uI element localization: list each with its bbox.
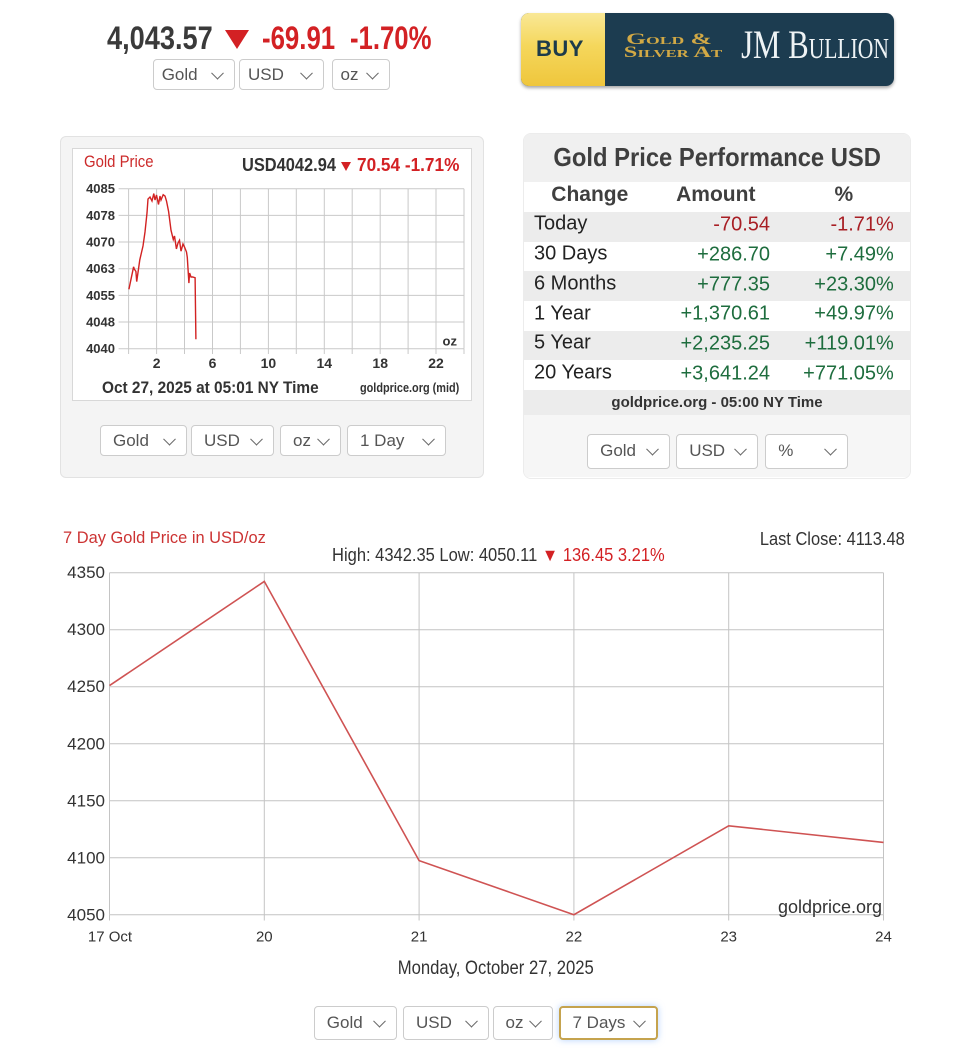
svg-text:4300: 4300 — [67, 620, 105, 639]
svg-text:2: 2 — [152, 355, 160, 371]
svg-text:4100: 4100 — [67, 848, 105, 867]
svg-text:14: 14 — [316, 355, 332, 371]
svg-text:4200: 4200 — [67, 734, 105, 753]
svg-text:21: 21 — [411, 929, 428, 946]
svg-text:oz: oz — [442, 334, 457, 349]
svg-text:4070: 4070 — [86, 235, 115, 250]
svg-text:24: 24 — [875, 929, 892, 946]
svg-text:4048: 4048 — [86, 315, 115, 330]
svg-text:goldprice.org: goldprice.org — [778, 897, 882, 917]
svg-text:20: 20 — [256, 929, 273, 946]
svg-text:4250: 4250 — [67, 677, 105, 696]
svg-text:22: 22 — [428, 355, 444, 371]
svg-text:4150: 4150 — [67, 791, 105, 810]
svg-text:17 Oct: 17 Oct — [88, 929, 133, 946]
svg-text:18: 18 — [372, 355, 388, 371]
svg-text:4055: 4055 — [86, 288, 115, 303]
svg-text:4063: 4063 — [86, 261, 115, 276]
svg-text:22: 22 — [566, 929, 583, 946]
svg-text:4050: 4050 — [67, 905, 105, 924]
svg-text:4078: 4078 — [86, 208, 115, 223]
svg-text:23: 23 — [720, 929, 737, 946]
svg-text:6: 6 — [208, 355, 216, 371]
svg-text:4350: 4350 — [67, 563, 105, 582]
svg-text:10: 10 — [260, 355, 276, 371]
svg-text:4040: 4040 — [86, 341, 115, 356]
svg-text:4085: 4085 — [86, 181, 115, 196]
